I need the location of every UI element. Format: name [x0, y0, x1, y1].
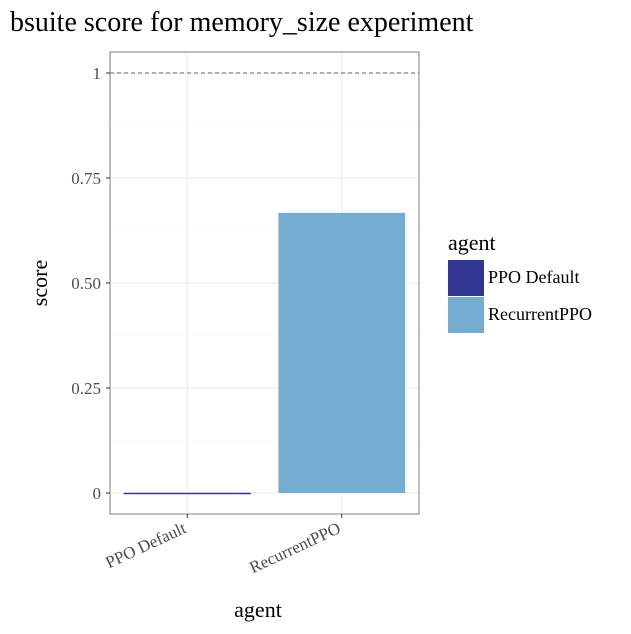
y-tick-label: 1: [93, 64, 102, 83]
legend-label: PPO Default: [488, 267, 580, 287]
x-tick-label: RecurrentPPO: [246, 518, 343, 577]
x-axis: PPO Default RecurrentPPO: [103, 514, 343, 577]
bar: [278, 212, 406, 494]
y-tick-label: 0.25: [71, 379, 101, 398]
legend-label: RecurrentPPO: [488, 304, 592, 324]
y-axis-title: score: [27, 260, 52, 306]
x-tick-label: PPO Default: [103, 518, 190, 572]
legend-swatch: [448, 260, 484, 296]
x-axis-title: agent: [234, 597, 282, 622]
legend: agent PPO Default RecurrentPPO: [448, 230, 592, 333]
chart-title: bsuite score for memory_size experiment: [10, 7, 474, 38]
bar: [123, 492, 251, 495]
legend-swatch: [448, 297, 484, 333]
y-tick-label: 0.50: [71, 274, 101, 293]
bars: [123, 212, 406, 495]
y-tick-label: 0.75: [71, 169, 101, 188]
legend-title: agent: [448, 230, 496, 255]
y-tick-label: 0: [93, 484, 102, 503]
y-axis: 0 0.25 0.50 0.75 1: [71, 64, 110, 503]
